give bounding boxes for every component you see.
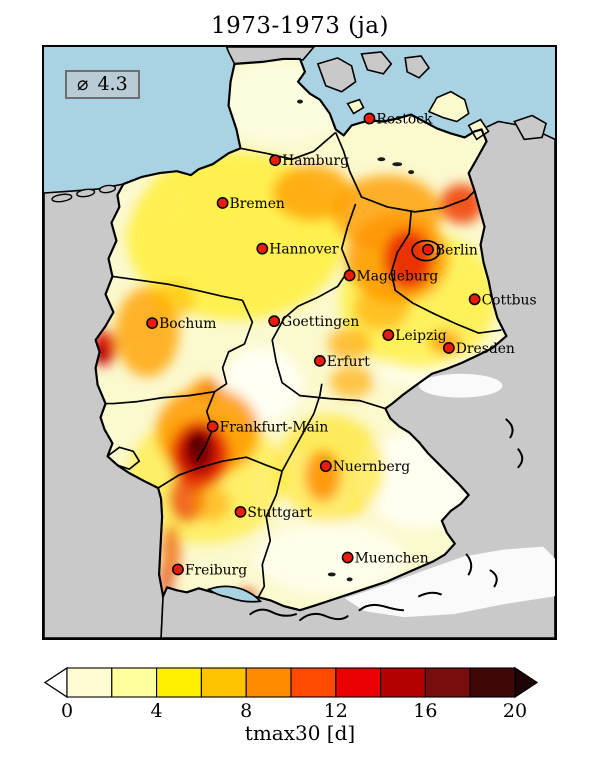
colorbar-tick-16: 16 [413, 700, 437, 722]
colorbar-segment-8 [424, 667, 471, 698]
colorbar-tick-0: 0 [61, 700, 73, 722]
colorbar-segment-1 [111, 667, 158, 698]
city-label-cottbus: Cottbus [482, 292, 537, 308]
city-label-rostock: Rostock [376, 111, 433, 127]
city-label-bochum: Bochum [159, 316, 216, 332]
small-lakes [297, 99, 415, 582]
mean-value-badge: ⌀ 4.3 [65, 70, 140, 99]
city-marker-bochum [146, 317, 159, 330]
city-marker-dresden [442, 342, 455, 354]
map-canvas: Rostock Hamburg Bremen Hannover Berlin Magdeb… [44, 47, 555, 638]
colorbar-segment-2 [156, 667, 202, 698]
colorbar-tick-8: 8 [240, 700, 252, 722]
city-marker-nuernberg [319, 460, 332, 473]
colorbar-segment-4 [245, 667, 292, 698]
colorbar-segment-7 [380, 667, 426, 698]
city-marker-bremen [216, 197, 229, 209]
mean-symbol: ⌀ [77, 73, 89, 95]
city-marker-hannover [256, 242, 269, 255]
city-label-muenchen: Muenchen [355, 551, 429, 567]
city-label-freiburg: Freiburg [185, 562, 247, 578]
city-label-stuttgart: Stuttgart [247, 505, 312, 521]
city-marker-stuttgart [234, 505, 247, 518]
city-marker-berlin [422, 243, 434, 256]
germany-outline [94, 57, 508, 612]
colorbar-under-arrow [43, 666, 68, 699]
city-label-bremen: Bremen [230, 196, 285, 212]
coastal-islands [51, 184, 117, 203]
city-label-nuernberg: Nuernberg [333, 459, 411, 475]
city-marker-leipzig [382, 329, 395, 341]
city-marker-freiburg [172, 563, 184, 576]
cities-layer: Rostock Hamburg Bremen Hannover Berlin Magdeb… [146, 111, 537, 578]
colorbar-segment-0 [66, 667, 113, 698]
city-label-frankfurt-main: Frankfurt-Main [220, 419, 329, 435]
terrain-lines [249, 418, 524, 622]
city-marker-erfurt [313, 354, 326, 367]
city-label-hamburg: Hamburg [282, 153, 349, 169]
city-label-goettingen: Goettingen [281, 314, 359, 330]
mean-value: 4.3 [97, 73, 128, 95]
city-marker-goettingen [268, 315, 281, 328]
city-marker-rostock [363, 112, 376, 125]
page-title: 1973-1973 (ja) [211, 13, 389, 39]
city-marker-hamburg [269, 154, 282, 167]
state-borders [105, 131, 502, 598]
city-label-magdeburg: Magdeburg [357, 268, 439, 284]
city-label-erfurt: Erfurt [327, 354, 370, 370]
colorbar-segment-3 [200, 667, 247, 698]
city-marker-muenchen [341, 551, 354, 564]
colorbar-tick-20: 20 [503, 700, 527, 722]
alpine-snow-bands [344, 373, 555, 618]
city-marker-magdeburg [343, 269, 356, 282]
city-label-dresden: Dresden [456, 341, 515, 357]
germany-map: Rostock Hamburg Bremen Hannover Berlin Magdeb… [42, 45, 557, 640]
colorbar-label: tmax30 [d] [244, 721, 356, 745]
lake-constance [206, 585, 263, 603]
colorbar-tick-12: 12 [324, 700, 348, 722]
colorbar-tick-4: 4 [151, 700, 163, 722]
heat-layer [95, 61, 507, 602]
colorbar-segment-9 [469, 667, 516, 698]
city-marker-frankfurt-main [206, 420, 219, 433]
colorbar: 0 4 8 12 16 20 [43, 666, 539, 722]
city-label-hannover: Hannover [269, 242, 339, 258]
colorbar-segment-6 [335, 667, 382, 698]
city-marker-cottbus [468, 293, 481, 306]
city-label-leipzig: Leipzig [395, 328, 446, 344]
city-label-berlin: Berlin [435, 243, 478, 259]
colorbar-over-arrow [514, 666, 539, 699]
colorbar-segment-5 [290, 667, 337, 698]
